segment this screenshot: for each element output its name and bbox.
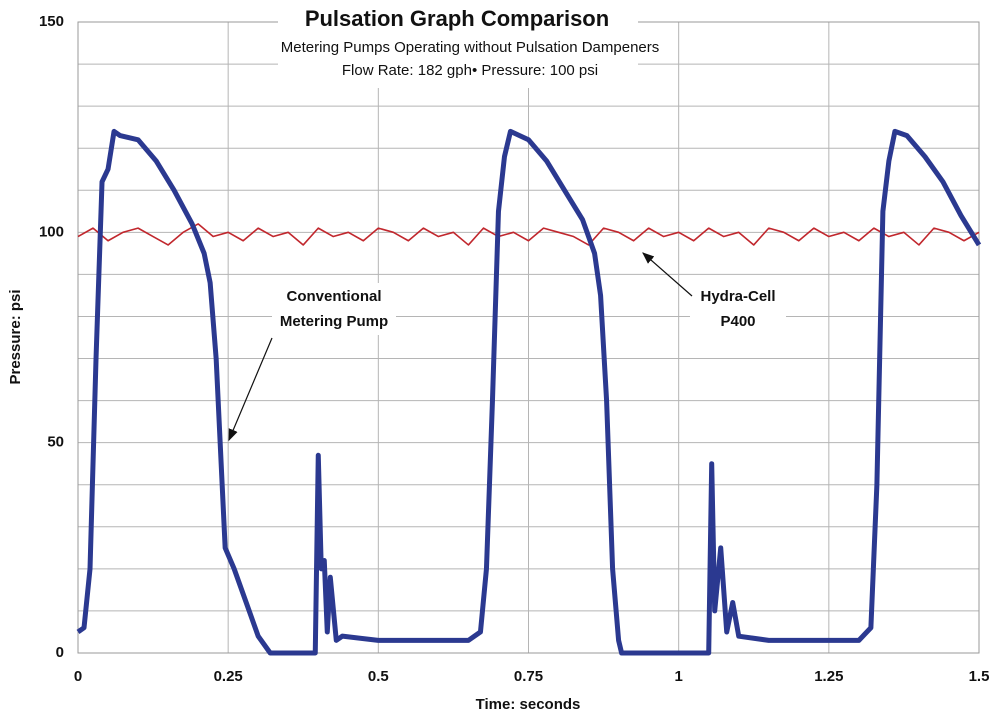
x-tick-label: 0.25 <box>214 668 243 685</box>
annotation: Conventional <box>286 288 381 305</box>
annotation-arrow <box>228 337 273 442</box>
x-tick-label: 0 <box>74 668 82 685</box>
chart-subtitle: Flow Rate: 182 gph• Pressure: 100 psi <box>342 62 598 79</box>
x-tick-label: 1 <box>674 668 682 685</box>
series-line <box>77 223 980 246</box>
chart-subtitle: Metering Pumps Operating without Pulsati… <box>281 39 660 56</box>
y-tick-label: 150 <box>39 13 64 30</box>
x-tick-label: 0.5 <box>368 668 389 685</box>
y-axis-label: Pressure: psi <box>7 289 24 384</box>
x-tick-label: 0.75 <box>514 668 543 685</box>
annotation: Hydra-Cell <box>700 288 775 305</box>
series-line <box>76 128 982 656</box>
x-axis-label: Time: seconds <box>476 696 581 713</box>
series-lines <box>76 128 982 656</box>
annotation: P400 <box>720 313 755 330</box>
annotation: Metering Pump <box>280 313 388 330</box>
y-tick-label: 100 <box>39 223 64 240</box>
annotation-box <box>690 283 786 335</box>
chart-title: Pulsation Graph Comparison <box>305 6 609 31</box>
y-tick-label: 0 <box>56 644 64 661</box>
title-box <box>278 4 638 88</box>
y-tick-label: 50 <box>47 434 64 451</box>
annotation-box <box>272 283 396 335</box>
x-tick-label: 1.5 <box>969 668 990 685</box>
x-tick-label: 1.25 <box>814 668 843 685</box>
annotation-arrow <box>642 252 693 297</box>
